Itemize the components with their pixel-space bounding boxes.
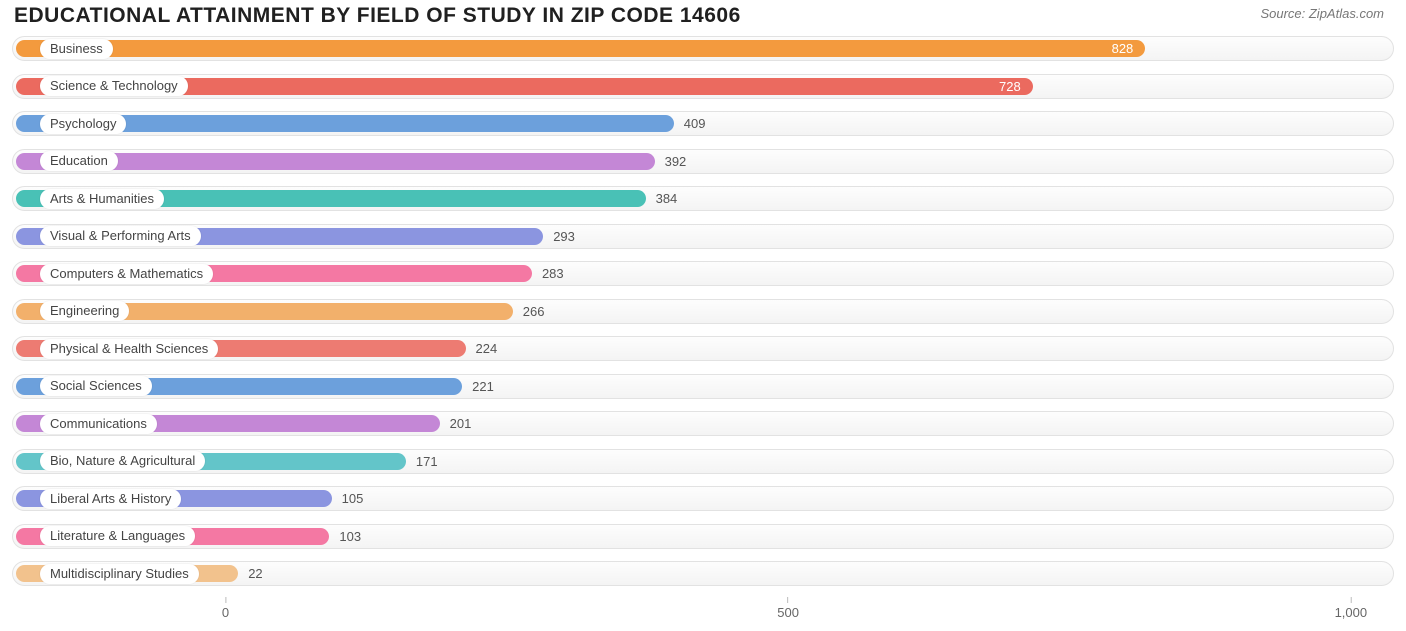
bar-row: Liberal Arts & History 105 [12, 484, 1394, 513]
bar-category-label: Visual & Performing Arts [40, 226, 201, 246]
axis-tick: 1,000 [1335, 597, 1368, 620]
bar-row: Multidisciplinary Studies 22 [12, 559, 1394, 588]
bar-row: Arts & Humanities 384 [12, 184, 1394, 213]
chart-source: Source: ZipAtlas.com [1260, 4, 1384, 21]
bar-row: Business 828 [12, 34, 1394, 63]
bar-category-label: Computers & Mathematics [40, 264, 213, 284]
bar-value-label: 266 [523, 302, 545, 321]
bar-category-label: Education [40, 151, 118, 171]
bar-category-label: Multidisciplinary Studies [40, 564, 199, 584]
tick-label: 1,000 [1335, 605, 1368, 620]
bar-row: Bio, Nature & Agricultural 171 [12, 447, 1394, 476]
chart-title: EDUCATIONAL ATTAINMENT BY FIELD OF STUDY… [14, 4, 741, 28]
bar-fill [16, 40, 1145, 57]
bar-category-label: Business [40, 39, 113, 59]
bar-value-label: 409 [684, 114, 706, 133]
bar-row: Computers & Mathematics 283 [12, 259, 1394, 288]
bar-row: Physical & Health Sciences 224 [12, 334, 1394, 363]
bar-row: Literature & Languages 103 [12, 522, 1394, 551]
x-axis: 0 500 1,000 [24, 597, 1406, 625]
tick-label: 0 [222, 605, 229, 620]
bar-value-label: 392 [665, 152, 687, 171]
bar-row: Education 392 [12, 147, 1394, 176]
chart-header: EDUCATIONAL ATTAINMENT BY FIELD OF STUDY… [0, 0, 1406, 34]
bar-value-label: 384 [656, 189, 678, 208]
bar-category-label: Physical & Health Sciences [40, 339, 218, 359]
bar-category-label: Communications [40, 414, 157, 434]
bar-value-label: 105 [342, 489, 364, 508]
bar-category-label: Arts & Humanities [40, 189, 164, 209]
bar-value-label: 293 [553, 227, 575, 246]
bar-value-label: 201 [450, 414, 472, 433]
bar-value-label: 828 [1112, 39, 1134, 58]
bar-value-label: 103 [339, 527, 361, 546]
bar-category-label: Bio, Nature & Agricultural [40, 451, 205, 471]
bar-row: Communications 201 [12, 409, 1394, 438]
bar-row: Psychology 409 [12, 109, 1394, 138]
bar-value-label: 728 [999, 77, 1021, 96]
bar-category-label: Psychology [40, 114, 126, 134]
bar-value-label: 171 [416, 452, 438, 471]
bar-row: Science & Technology 728 [12, 72, 1394, 101]
bar-value-label: 224 [476, 339, 498, 358]
bar-category-label: Engineering [40, 301, 129, 321]
bar-value-label: 221 [472, 377, 494, 396]
bar-value-label: 22 [248, 564, 262, 583]
tick-line [788, 597, 789, 603]
bar-row: Social Sciences 221 [12, 372, 1394, 401]
chart-area: Business 828 Science & Technology 728 Psycho… [0, 34, 1406, 625]
bar-row: Engineering 266 [12, 297, 1394, 326]
axis-tick: 0 [222, 597, 229, 620]
bar-category-label: Liberal Arts & History [40, 489, 181, 509]
tick-line [225, 597, 226, 603]
bar-category-label: Science & Technology [40, 76, 188, 96]
tick-label: 500 [777, 605, 799, 620]
bar-row: Visual & Performing Arts 293 [12, 222, 1394, 251]
chart-plot: Business 828 Science & Technology 728 Psycho… [12, 34, 1394, 588]
tick-line [1350, 597, 1351, 603]
axis-tick: 500 [777, 597, 799, 620]
bar-category-label: Social Sciences [40, 376, 152, 396]
bar-category-label: Literature & Languages [40, 526, 195, 546]
bar-value-label: 283 [542, 264, 564, 283]
